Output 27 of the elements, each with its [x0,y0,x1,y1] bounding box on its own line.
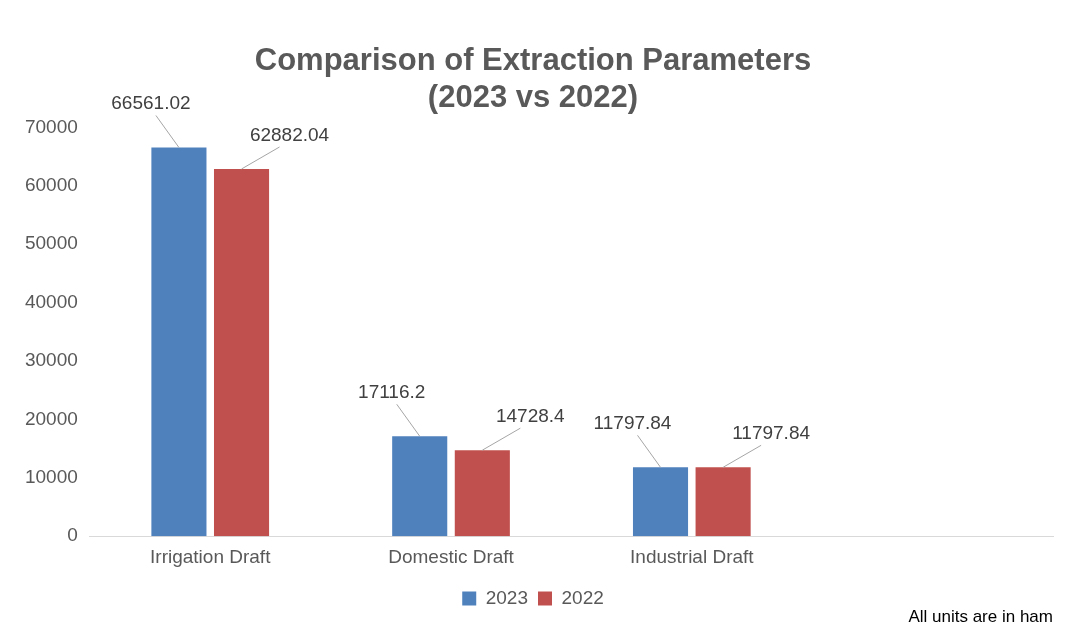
y-tick-label: 20000 [24,407,78,429]
y-tick-label: 0 [67,524,78,546]
data-label: 17116.2 [358,380,426,402]
data-label: 14728.4 [495,404,566,426]
y-tick-label: 10000 [24,466,78,488]
data-label: 11797.84 [593,412,672,434]
data-label: 11797.84 [732,422,811,444]
y-tick-label: 30000 [24,349,78,371]
data-label: 62882.04 [249,123,330,145]
data-label: 66561.02 [111,92,191,114]
y-tick-label: 70000 [24,115,78,137]
y-tick-label: 50000 [24,232,78,254]
bar [213,168,270,537]
x-tick-label: Industrial Draft [630,545,755,567]
chart-title: Comparison of Extraction Parameters (2023 vs 2022) [254,42,812,115]
y-tick-label: 60000 [24,174,78,196]
bar [151,147,207,537]
legend-label: 2022 [561,586,604,608]
x-tick-label: Irrigation Draft [150,545,272,567]
legend-label: 2023 [485,586,529,608]
bar [632,467,689,537]
text: All units are in ham [908,607,1053,627]
bar [454,450,510,537]
bar [695,467,751,537]
x-tick-label: Domestic Draft [388,545,515,567]
bar [392,436,448,537]
y-tick-label: 40000 [24,290,78,312]
